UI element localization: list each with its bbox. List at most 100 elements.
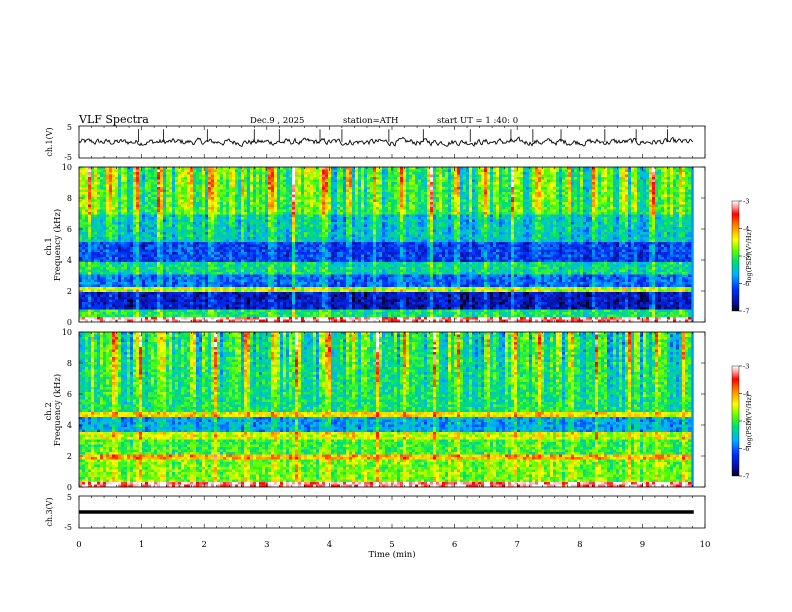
spectrogram-cell	[169, 245, 172, 248]
spectrogram-cell	[199, 297, 202, 300]
spectrogram-cell	[127, 180, 130, 183]
spectrogram-cell	[238, 182, 241, 185]
spectrogram-cell	[88, 310, 91, 313]
spectrogram-cell	[286, 240, 289, 243]
spectrogram-cell	[226, 235, 229, 238]
spectrogram-cell	[226, 292, 229, 295]
spectrogram-cell	[181, 222, 184, 225]
spectrogram-cell	[250, 272, 253, 275]
spectrogram-cell	[208, 270, 211, 273]
spectrogram-cell	[127, 187, 130, 190]
spectrogram-cell	[250, 282, 253, 285]
spectrogram-cell	[244, 290, 247, 293]
spectrogram-cell	[208, 262, 211, 265]
spectrogram-cell	[169, 222, 172, 225]
spectrogram-cell	[247, 277, 250, 280]
spectrogram-cell	[205, 237, 208, 240]
spectrogram-cell	[136, 232, 139, 235]
spectrogram-cell	[286, 317, 289, 320]
spectrogram-cell	[238, 230, 241, 233]
spectrogram-cell	[202, 307, 205, 310]
spectrogram-cell	[88, 252, 91, 255]
spectrogram-cell	[277, 267, 280, 270]
spectrogram-cell	[130, 290, 133, 293]
spectrogram-cell	[208, 282, 211, 285]
spectrogram-cell	[184, 242, 187, 245]
spectrogram-cell	[175, 220, 178, 223]
spectrogram-cell	[172, 272, 175, 275]
spectrogram-cell	[133, 277, 136, 280]
spectrogram-cell	[301, 245, 304, 248]
spectrogram-cell	[106, 257, 109, 260]
spectrogram-cell	[241, 207, 244, 210]
spectrogram-cell	[139, 265, 142, 268]
spectrogram-cell	[232, 310, 235, 313]
spectrogram-cell	[136, 290, 139, 293]
spectrogram-cell	[262, 297, 265, 300]
spectrogram-cell	[130, 280, 133, 283]
spectrogram-cell	[184, 167, 187, 170]
spectrogram-cell	[169, 190, 172, 193]
spectrogram-cell	[280, 240, 283, 243]
spectrogram-cell	[178, 177, 181, 180]
spectrogram-cell	[166, 252, 169, 255]
spectrogram-cell	[169, 167, 172, 170]
spectrogram-cell	[199, 260, 202, 263]
spectrogram-cell	[250, 265, 253, 268]
spectrogram-cell	[82, 270, 85, 273]
spectrogram-cell	[253, 287, 256, 290]
spectrogram-cell	[307, 217, 310, 220]
spectrogram-cell	[307, 272, 310, 275]
spectrogram-cell	[217, 240, 220, 243]
spectrogram-cell	[247, 292, 250, 295]
spectrogram-cell	[94, 197, 97, 200]
spectrogram-cell	[217, 167, 220, 170]
spectrogram-cell	[307, 317, 310, 320]
spectrogram-cell	[223, 305, 226, 308]
spectrogram-cell	[175, 242, 178, 245]
spectrogram-cell	[232, 240, 235, 243]
spectrogram-cell	[289, 252, 292, 255]
spectrogram-cell	[286, 195, 289, 198]
spectrogram-cell	[181, 315, 184, 318]
spectrogram-cell	[208, 185, 211, 188]
spectrogram-cell	[265, 307, 268, 310]
spectrogram-cell	[208, 220, 211, 223]
spectrogram-cell	[91, 182, 94, 185]
spectrogram-cell	[91, 290, 94, 293]
spectrogram-cell	[262, 232, 265, 235]
spectrogram-cell	[145, 212, 148, 215]
spectrogram-cell	[277, 255, 280, 258]
spectrogram-cell	[106, 297, 109, 300]
spectrogram-cell	[178, 302, 181, 305]
spectrogram-cell	[148, 225, 151, 228]
spectrogram-cell	[157, 182, 160, 185]
spectrogram-cell	[223, 207, 226, 210]
spectrogram-cell	[139, 247, 142, 250]
spectrogram-cell	[229, 237, 232, 240]
spectrogram-cell	[277, 285, 280, 288]
spectrogram-cell	[310, 195, 313, 198]
spectrogram-cell	[277, 275, 280, 278]
spectrogram-cell	[253, 230, 256, 233]
spectrogram-cell	[262, 247, 265, 250]
spectrogram-cell	[199, 215, 202, 218]
spectrogram-cell	[313, 175, 316, 178]
spectrogram-cell	[265, 262, 268, 265]
spectrogram-cell	[238, 262, 241, 265]
spectrogram-cell	[310, 167, 313, 170]
spectrogram-cell	[259, 277, 262, 280]
spectrogram-cell	[145, 215, 148, 218]
spectrogram-cell	[226, 250, 229, 253]
spectrogram-cell	[235, 175, 238, 178]
spectrogram-cell	[310, 247, 313, 250]
spectrogram-cell	[154, 230, 157, 233]
spectrogram-cell	[193, 250, 196, 253]
spectrogram-cell	[202, 282, 205, 285]
spectrogram-cell	[160, 192, 163, 195]
spectrogram-cell	[244, 185, 247, 188]
spectrogram-cell	[223, 287, 226, 290]
spectrogram-cell	[181, 235, 184, 238]
spectrogram-cell	[127, 270, 130, 273]
spectrogram-cell	[136, 195, 139, 198]
